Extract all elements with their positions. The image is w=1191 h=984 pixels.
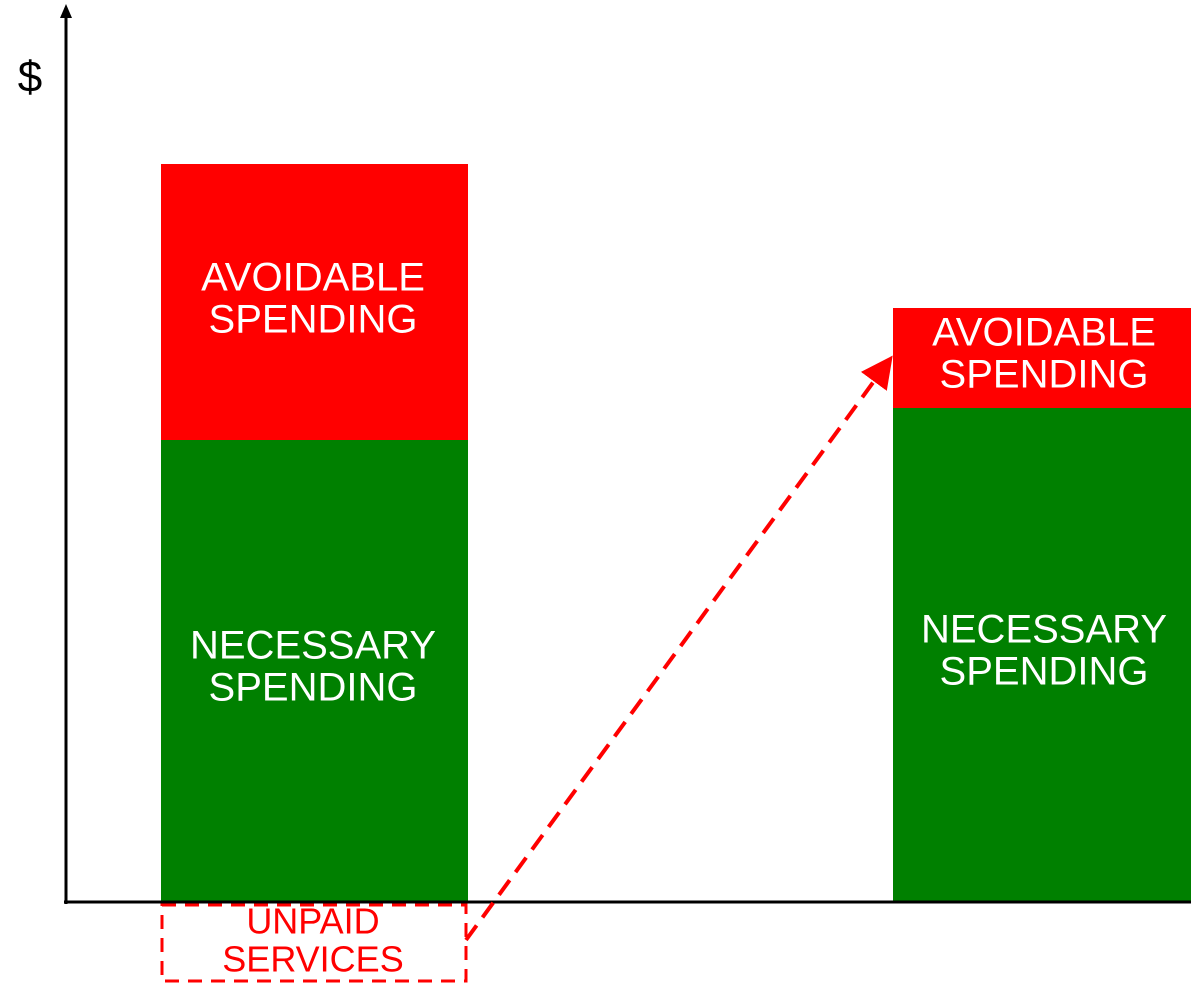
segment-label: NECESSARY [190,624,436,668]
segment-label: SPENDING [940,353,1149,397]
y-axis-arrow [60,4,72,18]
avoidable-bar [161,164,468,440]
segment-label: AVOIDABLE [201,256,425,300]
necessary-bar [161,440,468,902]
shift-arrow [464,355,893,942]
segment-label: SPENDING [209,666,418,710]
necessary-bar [893,408,1191,902]
segment-label: SPENDING [940,650,1149,694]
unpaid-label: SERVICES [222,939,403,980]
unpaid-box [160,903,468,983]
segment-label: SPENDING [209,298,418,342]
segment-label: AVOIDABLE [932,311,1156,355]
y-axis-label: $ [18,53,42,102]
unpaid-label: UNPAID [246,901,379,942]
avoidable-bar [893,308,1191,408]
segment-label: NECESSARY [921,608,1167,652]
